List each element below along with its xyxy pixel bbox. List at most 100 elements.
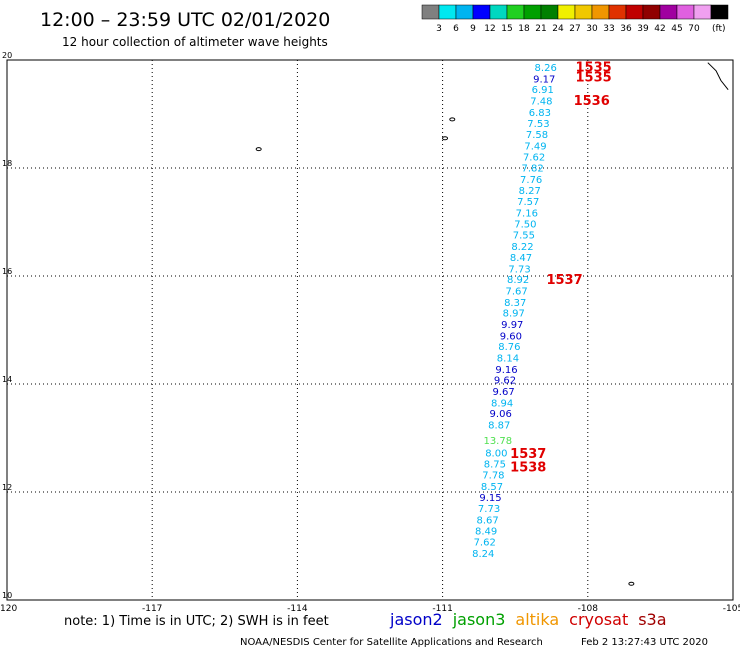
wave-height-label: 7.76 <box>520 175 542 186</box>
island-outline <box>628 581 635 586</box>
wave-height-label: 7.50 <box>514 220 536 231</box>
chart-subtitle: 12 hour collection of altimeter wave hei… <box>62 35 328 49</box>
wave-height-label: 8.37 <box>504 298 526 309</box>
color-scale-tick: 70 <box>688 24 700 34</box>
wave-height-label: 7.73 <box>478 504 500 515</box>
wave-height-label: 8.47 <box>510 253 532 264</box>
wave-height-label: 6.91 <box>532 85 554 96</box>
x-tick-label: -105 <box>723 604 740 614</box>
color-scale-tick: 12 <box>484 24 495 34</box>
wave-height-label: 9.17 <box>533 74 555 85</box>
time-label: 1537 <box>510 447 546 462</box>
wave-height-label: 8.87 <box>488 421 510 432</box>
time-label: 1535 <box>576 71 612 86</box>
wave-height-label: 9.06 <box>490 409 512 420</box>
color-scale-swatch <box>693 4 712 20</box>
wave-height-label: 7.78 <box>482 471 504 482</box>
color-scale-tick: 18 <box>518 24 530 34</box>
time-label: 1536 <box>574 94 610 109</box>
wave-height-points: 8.269.176.917.486.837.537.587.497.627.82… <box>472 63 557 560</box>
color-scale-tick: 3 <box>436 24 442 34</box>
wave-height-label: 9.62 <box>494 376 516 387</box>
wave-height-label: 7.58 <box>526 130 548 141</box>
color-scale-swatch <box>455 4 474 20</box>
wave-height-label: 13.78 <box>483 436 512 447</box>
wave-height-label: 6.83 <box>529 108 551 119</box>
color-scale-tick: 30 <box>586 24 598 34</box>
x-tick-label: -117 <box>142 604 162 614</box>
wave-height-label: 8.49 <box>475 526 497 537</box>
x-tick-label: -114 <box>287 604 308 614</box>
wave-height-label: 7.62 <box>523 153 545 164</box>
satellite-legend-s3a: s3a <box>638 610 666 629</box>
wave-height-label: 8.27 <box>519 186 541 197</box>
y-tick-label: 14 <box>2 375 12 384</box>
wave-height-label: 8.00 <box>485 449 507 460</box>
x-tick-label: -120 <box>0 604 17 614</box>
wave-height-label: 7.16 <box>516 208 538 219</box>
x-tick-label: -111 <box>432 604 452 614</box>
color-scale-swatch <box>625 4 644 20</box>
wave-height-label: 9.60 <box>500 331 522 342</box>
color-scale-tick: 6 <box>453 24 459 34</box>
wave-height-label: 8.67 <box>476 516 498 527</box>
color-scale-swatch <box>659 4 678 20</box>
wave-height-label: 7.49 <box>524 141 546 152</box>
time-label: 1535 <box>576 60 612 75</box>
y-tick-label: 10 <box>2 591 12 600</box>
color-scale-swatch <box>540 4 559 20</box>
wave-height-label: 9.67 <box>492 387 514 398</box>
color-scale-swatch <box>506 4 525 20</box>
footer-credit: NOAA/NESDIS Center for Satellite Applica… <box>240 637 543 648</box>
color-scale-tick: 27 <box>569 24 580 34</box>
footer-timestamp: Feb 2 13:27:43 UTC 2020 <box>581 637 708 648</box>
color-scale-tick: 24 <box>552 24 564 34</box>
wave-height-label: 7.82 <box>521 163 543 174</box>
footer-note: note: 1) Time is in UTC; 2) SWH is in fe… <box>64 614 329 629</box>
wave-height-label: 8.57 <box>481 482 503 493</box>
wave-height-label: 8.14 <box>497 354 519 365</box>
chart-title: 12:00 – 23:59 UTC 02/01/2020 <box>40 9 330 31</box>
land-features <box>255 62 729 586</box>
wave-height-label: 7.55 <box>513 230 535 241</box>
color-scale-swatch <box>710 4 729 20</box>
color-scale-swatch <box>438 4 457 20</box>
wave-height-label: 8.75 <box>484 459 506 470</box>
color-scale-swatch <box>472 4 491 20</box>
island-outline <box>449 117 456 122</box>
satellite-legend-cryosat: cryosat <box>569 610 628 629</box>
wave-height-label: 8.97 <box>503 309 525 320</box>
wave-height-label: 8.24 <box>472 549 494 560</box>
color-scale-swatch <box>676 4 695 20</box>
wave-height-label: 7.57 <box>517 197 539 208</box>
color-scale-tick: 33 <box>603 24 614 34</box>
wave-height-label: 9.97 <box>501 320 523 331</box>
wave-height-label: 7.48 <box>530 97 552 108</box>
color-scale-tick: 9 <box>470 24 476 34</box>
color-scale-swatch <box>642 4 661 20</box>
color-scale-swatch <box>591 4 610 20</box>
color-scale-tick: 42 <box>654 24 665 34</box>
wave-height-label: 8.76 <box>498 342 520 353</box>
wave-height-label: 8.92 <box>507 275 529 286</box>
wave-height-label: 9.15 <box>479 493 501 504</box>
wave-height-label: 8.94 <box>491 398 513 409</box>
color-scale-tick: 45 <box>671 24 682 34</box>
color-scale-swatch <box>421 4 440 20</box>
y-tick-label: 18 <box>2 159 12 168</box>
wave-height-label: 8.22 <box>511 242 533 253</box>
color-scale-tick: 21 <box>535 24 546 34</box>
color-scale-tick: 36 <box>620 24 632 34</box>
color-scale-swatch <box>523 4 542 20</box>
coastline <box>707 62 729 91</box>
color-scale-unit: (ft) <box>712 24 726 34</box>
color-scale-swatch <box>608 4 627 20</box>
x-tick-label: -108 <box>578 604 599 614</box>
satellite-legend-altika: altika <box>515 610 559 629</box>
color-scale-swatch <box>557 4 576 20</box>
wave-height-label: 8.26 <box>535 63 557 74</box>
satellite-legend: jason2 jason3 altika cryosat s3a <box>389 610 667 629</box>
plot-frame <box>6 59 734 601</box>
